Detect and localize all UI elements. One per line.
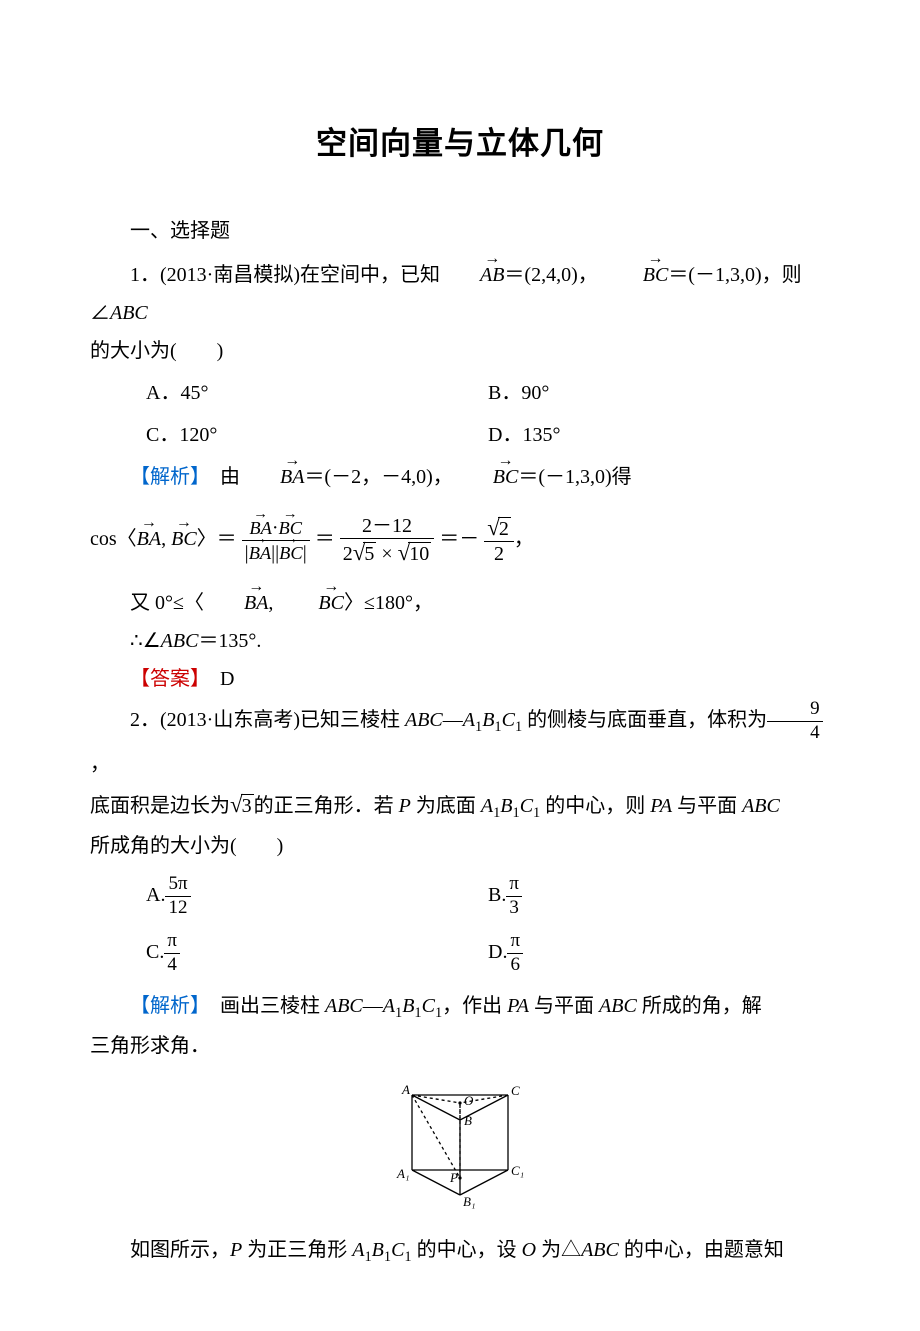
comma-end: ，	[514, 528, 534, 550]
answer-label: 【答案】	[130, 668, 200, 690]
q2-analyze-line1: 【解析】 画出三棱柱 ABC—A1B1C1，作出 PA 与平面 ABC 所成的角…	[90, 987, 830, 1027]
eq1: ＝	[315, 528, 335, 550]
q1-option-a: A．45°	[146, 374, 488, 412]
q2-stem-line1: 2．(2013·山东高考)已知三棱柱 ABC—A1B1C1 的侧棱与底面垂直，体…	[90, 698, 830, 783]
fraction-9-4: 94	[767, 698, 823, 745]
analyze-label: 【解析】	[130, 466, 200, 488]
q1-text-a: 1．(2013·南昌模拟)在空间中，已知	[130, 264, 440, 286]
q1-stem-line2: 的大小为( )	[90, 332, 830, 370]
svg-text:B: B	[464, 1113, 472, 1128]
q2a-l1d: 所成的角，解	[637, 995, 762, 1017]
q2-figure: A C B O A₁ C₁ B₁ P	[90, 1075, 830, 1223]
q1-option-b: B．90°	[488, 374, 830, 412]
a1b1c1-2: A1B1C1	[481, 795, 540, 817]
q2-line2b: 的正三角形．若	[254, 795, 399, 817]
vector-bc: BC	[603, 256, 669, 294]
q2-PA: PA	[650, 795, 672, 817]
q1-option-d: D．135°	[488, 416, 830, 454]
q2-option-b: B.π3	[488, 873, 830, 920]
q2-ABC: ABC	[742, 795, 780, 817]
q2-option-a: A.5π12	[146, 873, 488, 920]
q2a-l3d: 的中心，由题意知	[619, 1239, 784, 1261]
concl-val: ＝135°.	[198, 630, 261, 652]
q2-tail1: ，	[90, 753, 110, 775]
fraction-numeric: 2－12 2√5 × √10	[340, 514, 435, 567]
prism-abc: ABC	[405, 709, 443, 731]
q1-answer: D	[200, 668, 234, 690]
q2-option-c: C.π4	[146, 930, 488, 977]
therefore: ∴∠	[130, 630, 161, 652]
q1-ab-val: ＝(2,4,0)，	[504, 264, 597, 286]
vector-bc-3: BC	[171, 520, 197, 558]
fraction-result: √2 2	[484, 514, 514, 567]
prism-diagram-icon: A C B O A₁ C₁ B₁ P	[380, 1075, 540, 1210]
q2-line2a: 底面积是边长为	[90, 795, 230, 817]
after-fig: 如图所示，	[130, 1239, 230, 1261]
svg-text:O: O	[464, 1093, 474, 1108]
svg-text:C: C	[511, 1083, 520, 1098]
vector-ba-3: BA	[137, 520, 161, 558]
abc-a1b1c1: ABC	[325, 995, 363, 1017]
q2a-l3a: 为正三角形	[242, 1239, 352, 1261]
svg-text:B₁: B₁	[463, 1194, 475, 1209]
q2-stem-line3: 所成角的大小为( )	[90, 827, 830, 865]
q2-options-row1: A.5π12 B.π3	[146, 873, 830, 920]
vector-bc-2: BC	[453, 458, 519, 496]
q2a-l3c: 为△	[536, 1239, 581, 1261]
vector-ab: AB	[440, 256, 504, 294]
svg-text:A: A	[401, 1082, 410, 1097]
q1-analyze-line1: 【解析】 由BA＝(－2，－4,0)，BC＝(－1,3,0)得	[90, 458, 830, 496]
svg-text:A₁: A₁	[396, 1166, 409, 1181]
cos-comma: ,	[161, 528, 166, 550]
q1-analyze-bc-val: ＝(－1,3,0)得	[518, 466, 631, 488]
q1-option-c: C．120°	[146, 416, 488, 454]
page-title: 空间向量与立体几何	[90, 115, 830, 174]
q2-mid: 的侧棱与底面垂直，体积为	[522, 709, 767, 731]
dash: —	[443, 709, 463, 731]
range-mid: ,	[268, 592, 273, 614]
q2-stem-line2: 底面积是边长为√3的正三角形．若 P 为底面 A1B1C1 的中心，则 PA 与…	[90, 783, 830, 827]
q1-options-row1: A．45° B．90°	[146, 374, 830, 412]
angle-close: 〉＝	[197, 528, 237, 550]
eq2: ＝－	[439, 528, 479, 550]
vector-ba-4: BA	[204, 584, 268, 622]
a1: A1B1C1	[463, 709, 522, 731]
analyze-label-2: 【解析】	[130, 995, 200, 1017]
svg-text:P: P	[449, 1170, 458, 1185]
q2a-l3b: 的中心，设	[412, 1239, 522, 1261]
q1-answer-line: 【答案】 D	[90, 660, 830, 698]
q1-analyze-lead: 由	[200, 466, 240, 488]
q1-stem-line1: 1．(2013·南昌模拟)在空间中，已知AB＝(2,4,0)， BC＝(－1,3…	[90, 256, 830, 332]
q2-analyze-line2: 三角形求角．	[90, 1027, 830, 1065]
q2a-l1c: 与平面	[529, 995, 599, 1017]
q2a-l1b: ，作出	[442, 995, 507, 1017]
q2-line2e: 与平面	[672, 795, 742, 817]
q1-conclusion: ∴∠ABC＝135°.	[90, 622, 830, 660]
q2-option-d: D.π6	[488, 930, 830, 977]
q2-analyze-line3: 如图所示，P 为正三角形 A1B1C1 的中心，设 O 为△ABC 的中心，由题…	[90, 1231, 830, 1271]
q2-P: P	[399, 795, 411, 817]
vector-bc-4: BC	[278, 584, 344, 622]
cos-pre: cos〈	[90, 528, 137, 550]
range-tail: 〉≤180°，	[344, 592, 433, 614]
q1-abc: ABC	[110, 302, 148, 324]
svg-text:C₁: C₁	[511, 1163, 524, 1178]
abc-concl: ABC	[161, 630, 199, 652]
vector-ba: BA	[240, 458, 304, 496]
sqrt-3: √3	[230, 783, 254, 827]
q1-analyze-ba-val: ＝(－2，－4,0)，	[304, 466, 452, 488]
fraction-dot-over-mag: BA·BC |BA||BC|	[242, 516, 310, 565]
q2a-l1a: 画出三棱柱	[200, 995, 325, 1017]
q1-range-line: 又 0°≤〈BA, BC〉≤180°，	[90, 584, 830, 622]
range-pre: 又 0°≤〈	[130, 592, 204, 614]
q1-cos-equation: cos〈BA, BC〉＝ BA·BC |BA||BC| ＝ 2－12 2√5 ×…	[90, 514, 830, 567]
q2-options-row2: C.π4 D.π6	[146, 930, 830, 977]
q2-pre: 2．(2013·山东高考)已知三棱柱	[130, 709, 405, 731]
q2-line2d: 的中心，则	[540, 795, 650, 817]
q2-line2c: 为底面	[411, 795, 481, 817]
